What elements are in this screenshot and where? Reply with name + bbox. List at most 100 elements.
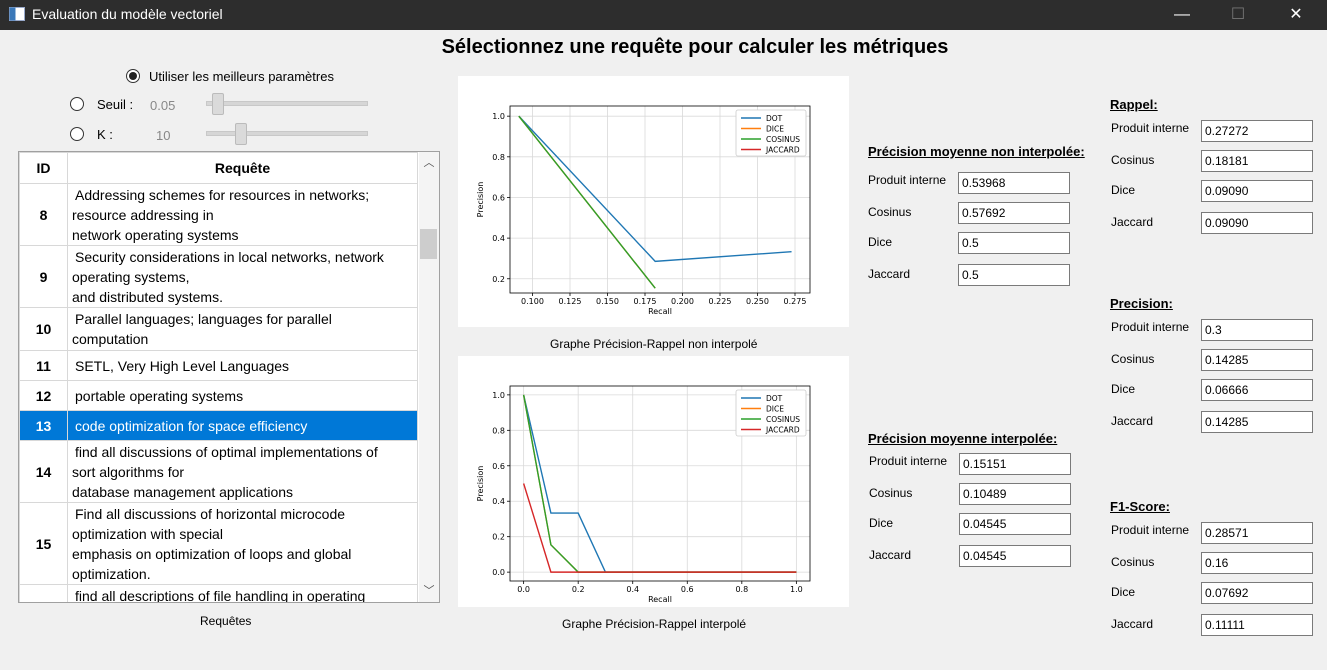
chart-interpolated: 0.0 0.2 0.4 0.6 0.8 1.0 0.0 0.2 0.4 0.6 0.8 1.0 Reca… xyxy=(458,356,849,607)
k-slider-track[interactable] xyxy=(206,131,368,136)
scroll-down-icon[interactable]: ﹀ xyxy=(423,585,435,597)
app-icon xyxy=(9,7,25,21)
queries-grid: ID Requête 8 Addressing schemes for resou… xyxy=(19,152,418,602)
metric-value-f1-3[interactable]: 0.11111 xyxy=(1201,614,1313,636)
y-tick-label: 0.0 xyxy=(492,568,505,577)
metric-label-interp-2: Dice xyxy=(869,516,894,530)
metric-value-rappel-0[interactable]: 0.27272 xyxy=(1201,120,1313,142)
metric-value-non_interp-0[interactable]: 0.53968 xyxy=(958,172,1070,194)
metric-value-interp-0[interactable]: 0.15151 xyxy=(959,453,1071,475)
query-text-cell[interactable]: portable operating systems xyxy=(67,380,418,411)
metric-value-precision-1[interactable]: 0.14285 xyxy=(1201,349,1313,371)
scroll-thumb[interactable] xyxy=(420,229,437,259)
minimize-button[interactable]: — xyxy=(1174,6,1190,23)
metric-value-rappel-1[interactable]: 0.18181 xyxy=(1201,150,1313,172)
metric-value-non_interp-2[interactable]: 0.5 xyxy=(958,232,1070,254)
metric-value-non_interp-3[interactable]: 0.5 xyxy=(958,264,1070,286)
metric-value-f1-1[interactable]: 0.16 xyxy=(1201,552,1313,574)
query-text-cell[interactable]: SETL, Very High Level Languages xyxy=(67,350,418,381)
metric-value-interp-3[interactable]: 0.04545 xyxy=(959,545,1071,567)
best-params-radio[interactable] xyxy=(126,69,140,83)
y-tick-label: 1.0 xyxy=(492,391,505,400)
legend-label: COSINUS xyxy=(766,415,800,424)
table-row[interactable]: find all descriptions of file handling i… xyxy=(19,584,418,602)
column-header-query[interactable]: Requête xyxy=(67,152,418,184)
x-tick-label: 0.125 xyxy=(559,297,582,306)
metric-value-precision-3[interactable]: 0.14285 xyxy=(1201,411,1313,433)
legend-box xyxy=(735,109,807,157)
y-tick-label: 0.8 xyxy=(492,153,505,162)
query-text-line: resource addressing in xyxy=(72,206,214,223)
seuil-slider-track[interactable] xyxy=(206,101,368,106)
metric-label-precision-0: Produit interne xyxy=(1111,320,1190,334)
query-text-line: Security considerations in local network… xyxy=(75,248,384,265)
x-tick-label: 0.2 xyxy=(572,585,585,594)
query-id-cell[interactable]: 12 xyxy=(19,380,68,411)
metric-value-f1-0[interactable]: 0.28571 xyxy=(1201,522,1313,544)
metric-value-interp-1[interactable]: 0.10489 xyxy=(959,483,1071,505)
table-row[interactable]: 15 Find all discussions of horizontal mic… xyxy=(19,502,418,585)
metric-label-rappel-1: Cosinus xyxy=(1111,153,1155,167)
k-radio[interactable] xyxy=(70,127,84,141)
maximize-button[interactable]: ☐ xyxy=(1230,6,1246,23)
metric-value-rappel-2[interactable]: 0.09090 xyxy=(1201,180,1313,202)
window-title: Evaluation du modèle vectoriel xyxy=(32,6,223,22)
query-id-cell[interactable]: 13 xyxy=(19,410,68,441)
metric-label-f1-1: Cosinus xyxy=(1111,555,1155,569)
query-id-cell[interactable]: 15 xyxy=(19,502,68,585)
query-text-line: database management applications xyxy=(72,483,294,500)
query-id-cell[interactable]: 11 xyxy=(19,350,68,381)
x-tick-label: 0.8 xyxy=(735,585,748,594)
table-row[interactable]: 8 Addressing schemes for resources in net… xyxy=(19,183,418,246)
query-id-cell[interactable] xyxy=(19,584,68,602)
query-id-cell[interactable]: 8 xyxy=(19,183,68,246)
table-row[interactable]: 9 Security considerations in local networ… xyxy=(19,245,418,308)
metric-value-precision-0[interactable]: 0.3 xyxy=(1201,319,1313,341)
metric-label-interp-0: Produit interne xyxy=(869,454,948,468)
scroll-up-icon[interactable]: ︿ xyxy=(423,157,435,169)
table-scrollbar[interactable]: ︿ ﹀ xyxy=(419,152,439,602)
metric-value-precision-2[interactable]: 0.06666 xyxy=(1201,379,1313,401)
y-tick-label: 1.0 xyxy=(492,112,505,121)
x-tick-label: 0.100 xyxy=(521,297,544,306)
table-row[interactable]: 14 find all discussions of optimal implem… xyxy=(19,440,418,503)
table-row[interactable]: 11 SETL, Very High Level Languages xyxy=(19,350,418,381)
metric-value-rappel-3[interactable]: 0.09090 xyxy=(1201,212,1313,234)
metric-value-non_interp-1[interactable]: 0.57692 xyxy=(958,202,1070,224)
query-text-cell[interactable]: Security considerations in local network… xyxy=(67,245,418,308)
table-row[interactable]: 12 portable operating systems xyxy=(19,380,418,411)
query-text-cell[interactable]: find all descriptions of file handling i… xyxy=(67,584,418,602)
metric-label-f1-3: Jaccard xyxy=(1111,617,1154,631)
queries-table[interactable]: ID Requête 8 Addressing schemes for resou… xyxy=(18,151,440,603)
column-header-id[interactable]: ID xyxy=(19,152,68,184)
table-row[interactable]: 10 Parallel languages; languages for para… xyxy=(19,307,418,351)
page-heading: Sélectionnez une requête pour calculer l… xyxy=(441,36,949,58)
query-id-cell[interactable]: 10 xyxy=(19,307,68,351)
legend-label: DICE xyxy=(766,405,784,414)
metric-label-rappel-2: Dice xyxy=(1111,183,1136,197)
legend-label: JACCARD xyxy=(765,426,800,435)
query-text-line: operating systems, xyxy=(72,268,190,285)
metric-value-f1-2[interactable]: 0.07692 xyxy=(1201,582,1313,604)
k-slider-handle[interactable] xyxy=(235,123,247,145)
query-text-cell[interactable]: Parallel languages; languages for parall… xyxy=(67,307,418,351)
seuil-radio[interactable] xyxy=(70,97,84,111)
metric-label-f1-2: Dice xyxy=(1111,585,1136,599)
close-button[interactable]: ✕ xyxy=(1289,6,1303,23)
query-text-cell[interactable]: Addressing schemes for resources in netw… xyxy=(67,183,418,246)
query-id-cell[interactable]: 9 xyxy=(19,245,68,308)
query-text-cell[interactable]: Find all discussions of horizontal micro… xyxy=(67,502,418,585)
metric-value-interp-2[interactable]: 0.04545 xyxy=(959,513,1071,535)
x-tick-label: 0.150 xyxy=(596,297,619,306)
seuil-slider-handle[interactable] xyxy=(212,93,224,115)
query-id-cell[interactable]: 14 xyxy=(19,440,68,503)
y-tick-label: 0.4 xyxy=(492,497,505,506)
query-text-line: portable operating systems xyxy=(75,387,244,404)
table-row[interactable]: 13 code optimization for space efficiency xyxy=(19,410,418,441)
y-tick-label: 0.2 xyxy=(492,533,505,542)
query-text-cell[interactable]: code optimization for space efficiency xyxy=(67,410,418,441)
x-tick-label: 0.225 xyxy=(709,297,732,306)
query-text-line: code optimization for space efficiency xyxy=(75,417,308,434)
query-text-cell[interactable]: find all discussions of optimal implemen… xyxy=(67,440,418,503)
metric-label-non_interp-0: Produit interne xyxy=(868,173,947,187)
